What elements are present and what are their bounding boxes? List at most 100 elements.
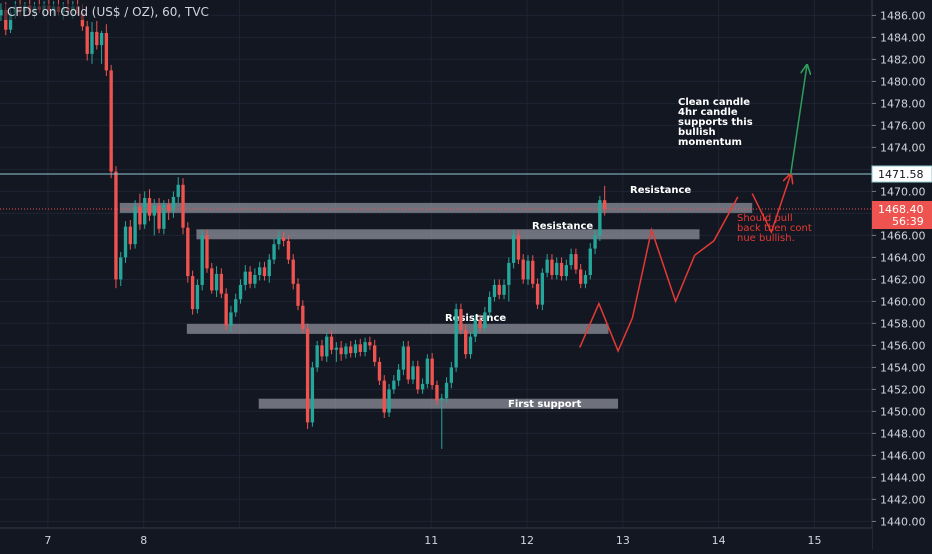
candle-body xyxy=(234,299,238,313)
candle-body xyxy=(334,347,339,350)
candle-body xyxy=(286,240,291,260)
candle-body xyxy=(464,330,468,355)
annotation-line: back then cont xyxy=(737,223,812,234)
candle-body xyxy=(114,171,118,280)
candle-body xyxy=(171,196,176,212)
grid-lines xyxy=(0,0,872,528)
candle-body xyxy=(377,361,382,381)
candle-body xyxy=(152,205,156,216)
candle-body xyxy=(95,31,99,46)
candle-body xyxy=(507,262,511,285)
candle-body xyxy=(392,380,396,390)
annotations: Clean candle 4hr candle supports this bulli… xyxy=(678,97,812,244)
candle-body xyxy=(186,227,190,277)
candle-body xyxy=(502,284,506,295)
price-tick-label: 1482.00 xyxy=(880,53,926,66)
annotation-line: bullish xyxy=(678,127,716,138)
candle-body xyxy=(516,235,521,260)
candle-body xyxy=(564,265,568,277)
price-axis[interactable]: 1440.00 1442.00 1444.00 1446.00 1448.00 1450.… xyxy=(871,0,932,550)
candle-body xyxy=(181,184,185,228)
candle-body xyxy=(444,382,449,399)
candle-body xyxy=(281,237,286,241)
candle-body xyxy=(305,328,310,423)
candle-body xyxy=(382,380,386,413)
zone-band xyxy=(119,202,753,213)
candle-body xyxy=(214,273,219,291)
time-tick-label: 7 xyxy=(44,534,51,547)
candle-body xyxy=(440,398,444,401)
candle-body xyxy=(325,336,329,357)
zone-label: Resistance xyxy=(532,221,593,232)
candle-body xyxy=(602,200,607,209)
candle-body xyxy=(511,235,516,263)
candle-body xyxy=(526,260,530,280)
annotation-pullback: Should pull back then cont nue bullish. xyxy=(737,213,812,244)
price-axis-bg xyxy=(872,0,932,550)
price-tick-label: 1450.00 xyxy=(880,405,926,418)
drawn-arrows xyxy=(579,66,807,353)
candle-body xyxy=(420,383,425,390)
candle-body xyxy=(478,320,482,328)
candle-body xyxy=(521,259,525,280)
candle-body xyxy=(195,284,200,310)
candle-body xyxy=(406,346,410,380)
candle-body xyxy=(205,235,209,269)
candle-body xyxy=(277,237,281,245)
candle-body xyxy=(301,305,305,329)
candle-body xyxy=(267,259,271,277)
candle-body xyxy=(128,226,132,245)
candle-body xyxy=(310,367,315,423)
candle-body xyxy=(353,344,358,354)
red-projection-arrow xyxy=(751,175,790,235)
support-resistance-zones: ResistanceResistanceResistanceFirst supp… xyxy=(119,185,753,410)
time-axis[interactable]: 7 8 11 12 13 14 15 xyxy=(0,527,872,550)
candle-body xyxy=(190,276,195,310)
green-projection-arrow xyxy=(789,66,807,176)
annotation-line: supports this xyxy=(678,117,753,128)
price-tick-label: 1456.00 xyxy=(880,339,926,352)
price-tick-label: 1464.00 xyxy=(880,251,926,264)
zone-band xyxy=(196,229,700,240)
price-tick-label: 1462.00 xyxy=(880,273,926,286)
candle-body xyxy=(559,262,564,277)
price-tick-label: 1446.00 xyxy=(880,449,926,462)
time-tick-label: 8 xyxy=(140,534,147,547)
candle-body xyxy=(296,283,300,306)
zone-band xyxy=(186,323,609,334)
zone-label: Resistance xyxy=(630,185,691,196)
price-tick-label: 1452.00 xyxy=(880,383,926,396)
annotation-line: 4hr candle xyxy=(678,107,738,118)
price-tick-label: 1478.00 xyxy=(880,97,926,110)
price-badge-last xyxy=(872,201,932,229)
candle-body xyxy=(545,259,549,273)
candle-body xyxy=(473,320,477,337)
candle-body xyxy=(229,312,233,326)
candle-body xyxy=(157,205,161,229)
annotation-line: nue bullish. xyxy=(737,233,795,244)
candle-body xyxy=(540,272,545,305)
candle-body xyxy=(487,297,492,313)
candle-body xyxy=(176,184,180,197)
price-badge-hline-text: 1471.58 xyxy=(878,168,924,181)
price-lines xyxy=(0,173,872,210)
symbol-title: CFDs on Gold (US$ / OZ), 60, TVC xyxy=(4,4,212,20)
candle-body xyxy=(119,257,123,280)
candle-body xyxy=(224,293,228,326)
candle-body xyxy=(99,33,104,46)
candle-body xyxy=(291,259,295,284)
candle-body xyxy=(162,204,166,229)
annotation-line: Should pull xyxy=(737,213,793,224)
price-tick-label: 1480.00 xyxy=(880,75,926,88)
time-axis-bg xyxy=(0,528,872,550)
candle-body xyxy=(368,342,372,346)
candle-body xyxy=(90,31,94,54)
candle-body xyxy=(411,366,415,380)
candle-body xyxy=(147,198,152,216)
candle-body xyxy=(387,389,391,413)
candle-body xyxy=(243,271,247,285)
price-tick-label: 1476.00 xyxy=(880,119,926,132)
price-tick-label: 1466.00 xyxy=(880,229,926,242)
